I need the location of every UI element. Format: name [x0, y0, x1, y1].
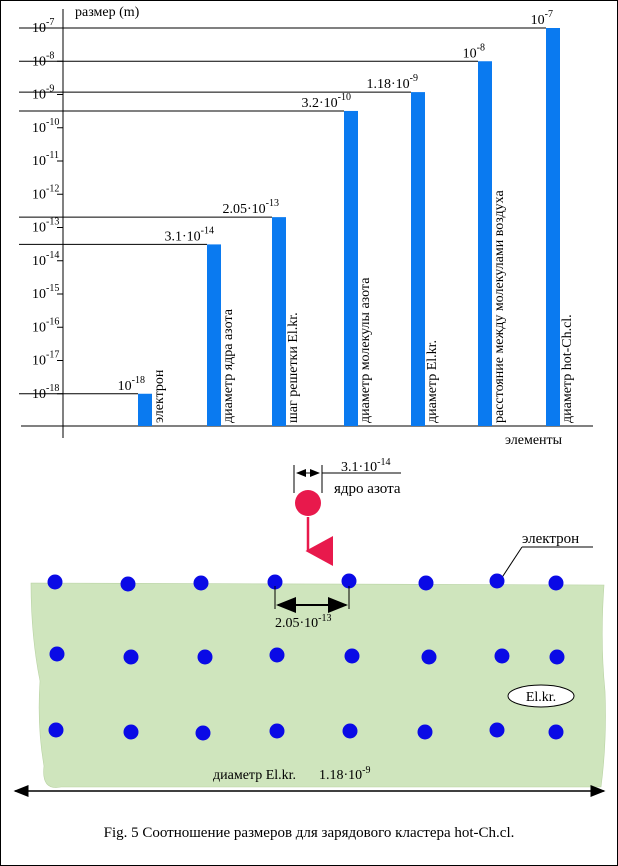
cluster-label: El.kr. — [526, 690, 556, 705]
electron-dot — [548, 575, 564, 591]
y-tick-label: 10-18 — [32, 383, 59, 402]
electron-dot — [417, 724, 433, 740]
y-tick-label: 10-12 — [32, 183, 59, 202]
y-tick-label: 10-17 — [32, 350, 59, 369]
electron-dot — [342, 723, 358, 739]
electron-dot — [197, 649, 213, 665]
electron-label-leader — [500, 546, 523, 580]
bar-value-label: 1.18·10-9 — [366, 73, 418, 92]
diameter-label: диаметр El.kr. — [213, 768, 296, 783]
y-tick-label: 10-9 — [32, 84, 54, 103]
y-tick-label: 10-11 — [32, 150, 59, 169]
bar — [478, 61, 492, 426]
bar-value-label: 2.05·10-13 — [222, 198, 279, 217]
bar-value-label: 3.1·10-14 — [164, 225, 214, 244]
electron-dot — [549, 649, 565, 665]
electron-label: электрон — [522, 531, 579, 547]
bar — [546, 28, 560, 426]
size-chart: 10-7 10-8 10-9 10-10 10-11 10-12 10-13 10-14 10-… — [19, 5, 593, 448]
bar — [207, 244, 221, 426]
y-tick-label: 10-16 — [32, 316, 59, 335]
bar-category-label: диаметр El.kr. — [425, 340, 440, 423]
electron-dot — [49, 646, 65, 662]
nucleus-label: ядро азота — [334, 481, 401, 497]
cluster-label-ellipse — [507, 684, 575, 708]
electron-dot — [269, 723, 285, 739]
bar-category-label: электрон — [152, 369, 167, 423]
electron-dot — [195, 725, 211, 741]
diameter-value: 1.18·10-9 — [319, 765, 371, 783]
bar-value-label: 3.2·10-10 — [301, 92, 351, 111]
cluster-diagram: 3.1·10-14 ядро азота электрон 2.05·10-13… — [13, 457, 606, 797]
bar-value-label: 10-8 — [463, 42, 485, 61]
nucleus-size-value: 3.1·10-14 — [341, 457, 391, 475]
electron-dot — [47, 574, 63, 590]
electron-dot — [120, 576, 136, 592]
electron-dot — [193, 575, 209, 591]
electron-dot — [341, 573, 357, 589]
electron-dot — [421, 649, 437, 665]
bar — [411, 92, 425, 426]
electron-dot — [494, 648, 510, 664]
electron-dot — [548, 724, 564, 740]
figure-caption: Fig. 5 Соотношение размеров для зарядово… — [103, 825, 515, 841]
electron-dot — [418, 575, 434, 591]
y-tick-label: 10-7 — [32, 17, 54, 36]
y-tick-label: 10-8 — [32, 50, 54, 69]
electron-dot — [123, 724, 139, 740]
electron-dot — [489, 722, 505, 738]
electron-dot — [489, 573, 505, 589]
bar — [272, 217, 286, 426]
electron-dot — [123, 649, 139, 665]
bar — [344, 110, 358, 426]
lattice-step-value: 2.05·10-13 — [275, 613, 332, 631]
y-tick-label: 10-13 — [32, 217, 59, 236]
y-tick-label: 10-15 — [32, 283, 59, 302]
bar-category-label: шаг решетки El.kr. — [286, 312, 301, 423]
electron-dot — [267, 574, 283, 590]
y-tick-label: 10-14 — [32, 250, 59, 269]
electron-dot — [48, 722, 64, 738]
bar-value-label: 10-7 — [531, 9, 553, 28]
electron-dot — [344, 648, 360, 664]
nitrogen-nucleus — [295, 490, 321, 516]
bar — [138, 393, 152, 426]
bar-value-label: 10-18 — [118, 375, 145, 394]
x-axis-label: элементы — [505, 433, 563, 448]
bar-category-label: расстояние между молекулами воздуха — [492, 190, 507, 423]
bar-category-label: диаметр молекулы азота — [358, 277, 373, 423]
y-axis-label: размер (m) — [75, 5, 140, 20]
y-tick-label: 10-10 — [32, 117, 59, 136]
electron-dot — [269, 647, 285, 663]
bar-category-label: диаметр hot-Ch.cl. — [560, 314, 575, 423]
bar-category-label: диаметр ядра азота — [221, 308, 236, 423]
